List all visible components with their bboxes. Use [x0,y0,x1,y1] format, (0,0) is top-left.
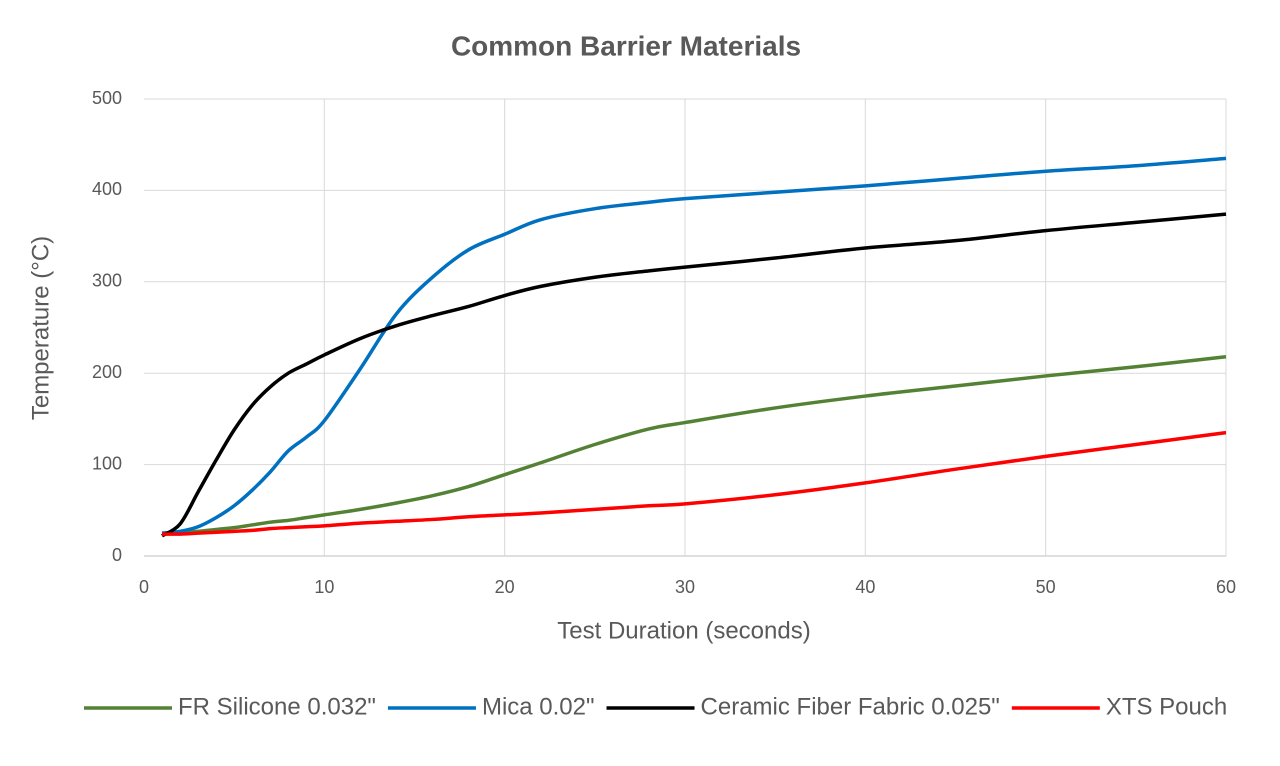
legend-label: Ceramic Fiber Fabric 0.025" [701,693,1000,720]
y-tick-label: 200 [92,362,122,382]
x-tick-label: 0 [139,577,149,597]
x-tick-label: 40 [855,577,875,597]
chart-title: Common Barrier Materials [451,30,801,61]
y-tick-label: 400 [92,179,122,199]
y-tick-label: 300 [92,271,122,291]
line-series [161,156,1227,535]
x-tick-label: 20 [495,577,515,597]
line-series [162,430,1227,536]
legend-label: XTS Pouch [1106,693,1227,720]
line-series [161,212,1227,538]
line-series [161,355,1227,535]
x-tick-label: 50 [1036,577,1056,597]
y-tick-label: 500 [92,88,122,108]
x-tick-label: 60 [1216,577,1236,597]
legend-label: FR Silicone 0.032" [178,693,376,720]
x-axis-label: Test Duration (seconds) [557,617,810,644]
y-tick-label: 0 [112,545,122,565]
y-tick-label: 100 [92,453,122,473]
x-tick-label: 30 [675,577,695,597]
legend-label: Mica 0.02" [482,693,595,720]
y-axis-label: Temperature (°C) [27,236,54,420]
x-tick-label: 10 [314,577,334,597]
